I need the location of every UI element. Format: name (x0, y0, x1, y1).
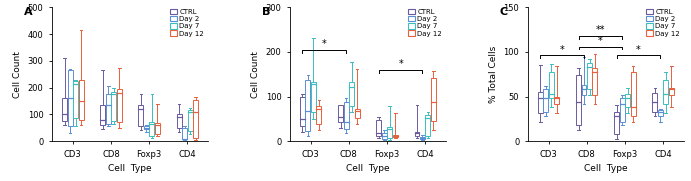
Bar (543, 89, 549, 112)
Text: *: * (560, 45, 565, 55)
Bar (420, 137, 425, 139)
Bar (100, 105, 105, 125)
Bar (316, 106, 321, 124)
Bar (620, 98, 625, 121)
Bar (392, 135, 398, 137)
Bar (343, 102, 348, 129)
Bar (614, 112, 619, 134)
Bar (652, 93, 657, 112)
Bar (625, 94, 630, 107)
Bar (193, 100, 198, 138)
Bar (554, 96, 559, 104)
Bar (669, 88, 674, 95)
Bar (377, 120, 381, 136)
Bar (144, 127, 149, 129)
Bar (388, 127, 392, 138)
Text: **: ** (596, 25, 605, 35)
Y-axis label: Cell Count: Cell Count (13, 51, 22, 98)
Y-axis label: Cell Count: Cell Count (251, 51, 260, 98)
Bar (431, 78, 436, 121)
Bar (62, 98, 67, 121)
X-axis label: Cell  Type: Cell Type (346, 164, 390, 173)
Bar (79, 80, 84, 120)
Text: *: * (636, 45, 641, 55)
Bar (426, 115, 430, 136)
Bar (582, 85, 587, 95)
Bar (182, 128, 187, 139)
Bar (349, 82, 354, 106)
Bar (338, 106, 343, 122)
Bar (187, 110, 193, 131)
Text: *: * (398, 59, 403, 69)
Bar (111, 92, 116, 121)
Bar (658, 110, 663, 116)
Text: C: C (500, 7, 508, 17)
Bar (73, 81, 78, 118)
Text: *: * (322, 39, 327, 49)
Bar (415, 132, 419, 136)
Y-axis label: % Total Cells: % Total Cells (489, 46, 498, 103)
Bar (300, 96, 305, 126)
Legend: CTRL, Day 2, Day 7, Day 12: CTRL, Day 2, Day 7, Day 12 (645, 8, 681, 37)
Bar (149, 122, 154, 136)
X-axis label: Cell  Type: Cell Type (108, 164, 152, 173)
Bar (177, 114, 182, 128)
Bar (382, 133, 387, 139)
Bar (663, 81, 668, 104)
Bar (354, 109, 359, 118)
Bar (631, 71, 636, 116)
Bar (305, 80, 310, 131)
Bar (576, 75, 581, 125)
Legend: CTRL, Day 2, Day 7, Day 12: CTRL, Day 2, Day 7, Day 12 (170, 8, 205, 37)
Text: B: B (261, 7, 270, 17)
Text: A: A (23, 7, 32, 17)
Text: *: * (598, 36, 603, 46)
Bar (68, 70, 73, 127)
Bar (106, 94, 111, 124)
Bar (549, 71, 553, 98)
Bar (587, 63, 592, 89)
Bar (538, 92, 543, 113)
Bar (155, 123, 160, 134)
Bar (592, 68, 598, 95)
X-axis label: Cell  Type: Cell Type (584, 164, 627, 173)
Bar (311, 82, 316, 112)
Bar (138, 105, 144, 127)
Bar (117, 89, 122, 122)
Legend: CTRL, Day 2, Day 7, Day 12: CTRL, Day 2, Day 7, Day 12 (408, 8, 443, 37)
